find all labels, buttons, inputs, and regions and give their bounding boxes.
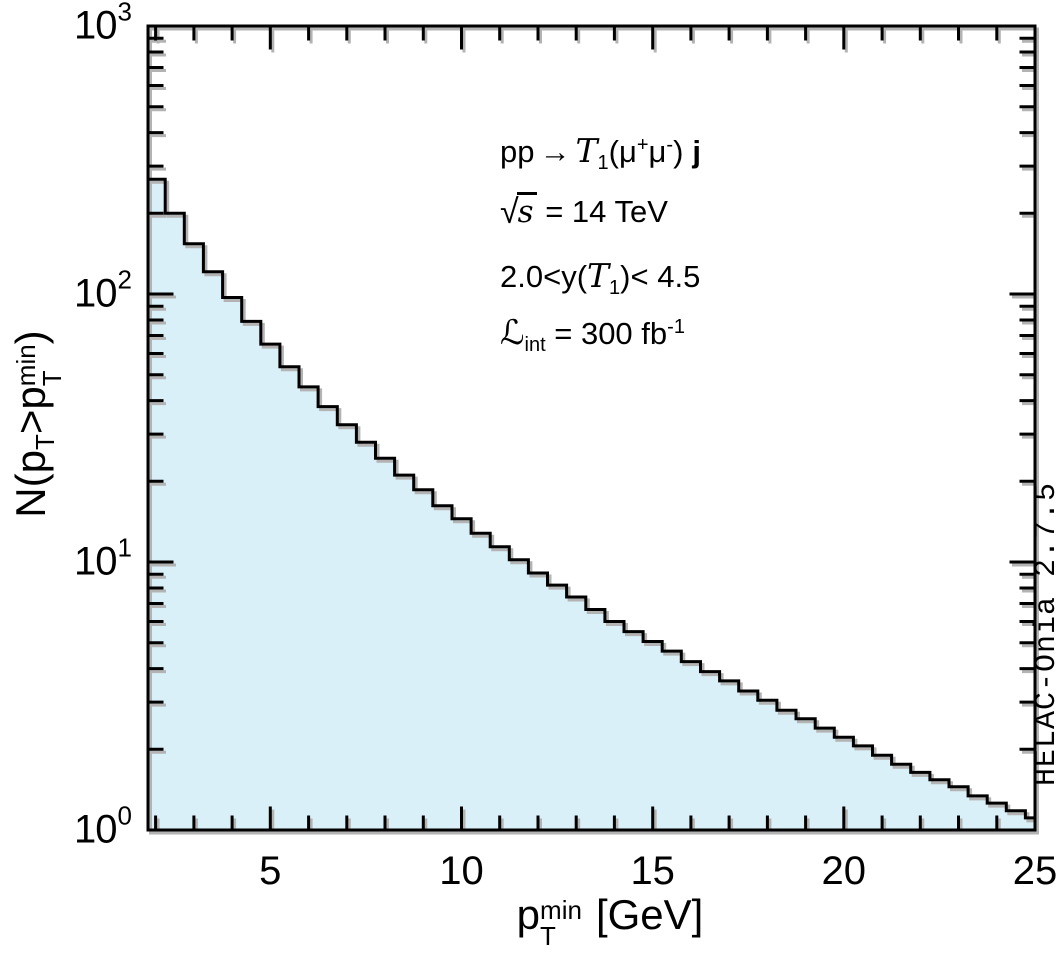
y-label-seg3: ): [6, 330, 54, 345]
script-L-icon: ℒ: [500, 313, 525, 353]
process-mu-minus: μ: [648, 134, 667, 169]
y-label-pt-stack: min T: [11, 344, 68, 387]
x-label-sup-min: min: [540, 895, 582, 926]
y-tick-label: 10 2: [40, 265, 132, 317]
annotation-rapidity: 2.0<y(T1)< 4.5: [500, 256, 701, 299]
rapidity-post: )< 4.5: [620, 259, 701, 294]
annotation-process: pp → T1(μ+μ-) j: [500, 131, 702, 174]
process-mu-plus-sup: +: [636, 134, 649, 156]
y-tick-base: 10: [74, 807, 117, 852]
sqrt-icon: √: [500, 193, 519, 231]
process-state-T: T: [575, 131, 598, 170]
x-axis-label: p min T [GeV]: [517, 891, 704, 949]
annotation-luminosity: ℒint = 300 fb-1: [500, 313, 685, 356]
x-tick-label: 5: [259, 849, 282, 893]
x-tick-label: 15: [630, 849, 675, 893]
annotation-energy: √s = 14 TeV: [500, 192, 668, 231]
process-paren-open: (: [608, 134, 619, 169]
y-label-sub-T: T: [29, 434, 60, 450]
process-paren-close: ): [673, 134, 684, 169]
x-label-p: p: [516, 891, 541, 938]
y-tick-label: 10 3: [40, 0, 132, 49]
luminosity-sub: int: [524, 334, 546, 356]
y-label-seg1: N(p: [6, 450, 54, 518]
luminosity-sup: -1: [667, 316, 685, 338]
y-label-seg2: >p: [6, 386, 54, 435]
y-label-sub-T2: T: [37, 370, 68, 387]
y-axis-label: N(pT>p min T): [6, 330, 68, 518]
rapidity-state-T: T: [587, 256, 610, 295]
x-label-pt-stack: min T: [540, 897, 582, 949]
y-tick-exponent: 2: [117, 264, 132, 295]
process-pp: pp: [500, 134, 535, 169]
energy-value: = 14 TeV: [536, 194, 668, 229]
y-tick-base: 10: [74, 271, 117, 316]
rapidity-state-sub: 1: [609, 277, 621, 299]
plot-lines: [146, 24, 1037, 832]
y-tick-base: 10: [74, 3, 117, 48]
y-tick-exponent: 1: [117, 532, 132, 563]
process-jet: j: [692, 134, 702, 169]
right-arrow-icon: →: [539, 134, 571, 169]
rapidity-pre: 2.0<y(: [500, 259, 588, 294]
y-tick-exponent: 3: [117, 0, 132, 27]
x-label-sub-T: T: [540, 921, 556, 952]
x-tick-label: 10: [439, 849, 484, 893]
energy-s: s: [516, 192, 537, 229]
y-tick-exponent: 0: [117, 800, 132, 831]
x-tick-label: 20: [821, 849, 867, 893]
watermark: HELAC-Onia 2.7.5: [1030, 481, 1062, 787]
x-label-unit: [GeV]: [595, 891, 704, 938]
process-mu-minus-sup: -: [666, 134, 674, 156]
luminosity-value: = 300 fb: [545, 316, 668, 351]
histogram-fill: [148, 179, 1035, 831]
y-tick-base: 10: [74, 539, 117, 584]
process-state-sub: 1: [597, 152, 609, 174]
process-mu-plus: μ: [618, 134, 637, 169]
y-tick-label: 10 0: [40, 801, 132, 853]
y-label-sup-min: min: [11, 344, 42, 387]
x-tick-label: 25: [1012, 849, 1058, 893]
y-tick-label: 10 1: [40, 533, 132, 585]
